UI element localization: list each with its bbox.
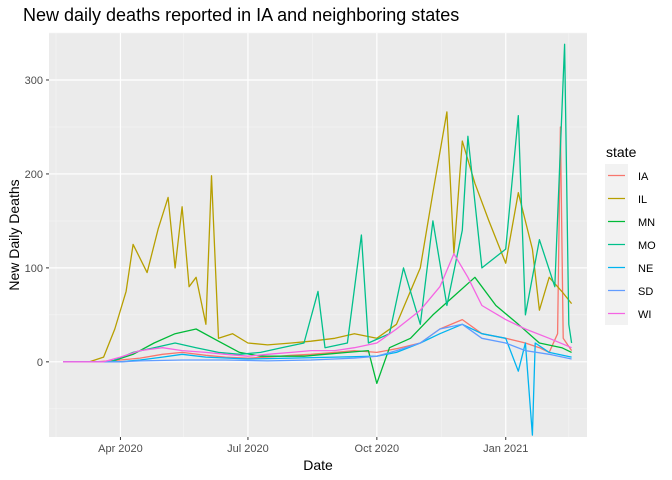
legend: state IA IL MN MO NE SD WI [605, 144, 656, 325]
y-tick-label: 300 [25, 75, 43, 87]
series-line-sd [63, 323, 572, 363]
series-line-mn [63, 276, 572, 385]
y-tick-label: 100 [25, 263, 43, 275]
legend-label-il: IL [638, 194, 647, 206]
series-line-wi [63, 253, 572, 363]
y-tick-label: 200 [25, 169, 43, 181]
legend-label-mo: MO [638, 240, 656, 252]
y-axis-label: New Daily Deaths [6, 179, 22, 290]
legend-label-ia: IA [638, 171, 649, 183]
legend-title: state [606, 144, 637, 160]
y-tick-label: 0 [37, 357, 43, 369]
plot-panel [49, 33, 587, 437]
legend-label-sd: SD [638, 286, 653, 298]
legend-items: IA IL MN MO NE SD WI [605, 164, 656, 325]
series-line-ia [63, 126, 573, 363]
legend-label-wi: WI [638, 309, 651, 321]
series-line-ne [63, 323, 572, 436]
legend-label-mn: MN [638, 217, 655, 229]
series-line-mo [63, 43, 573, 363]
x-tick-label: Jan 2021 [483, 443, 528, 455]
series-line-il [63, 111, 573, 363]
grid-minor [49, 32, 587, 437]
y-axis: 0 100 200 300 [25, 75, 49, 369]
grid-major [49, 33, 587, 437]
chart-title: New daily deaths reported in IA and neig… [23, 5, 459, 25]
x-axis-label: Date [303, 457, 333, 473]
x-axis: Apr 2020 Jul 2020 Oct 2020 Jan 2021 [98, 437, 528, 455]
x-tick-label: Jul 2020 [227, 443, 269, 455]
x-tick-label: Oct 2020 [355, 443, 400, 455]
legend-label-ne: NE [638, 263, 653, 275]
series-layer [63, 43, 573, 436]
x-tick-label: Apr 2020 [98, 443, 143, 455]
